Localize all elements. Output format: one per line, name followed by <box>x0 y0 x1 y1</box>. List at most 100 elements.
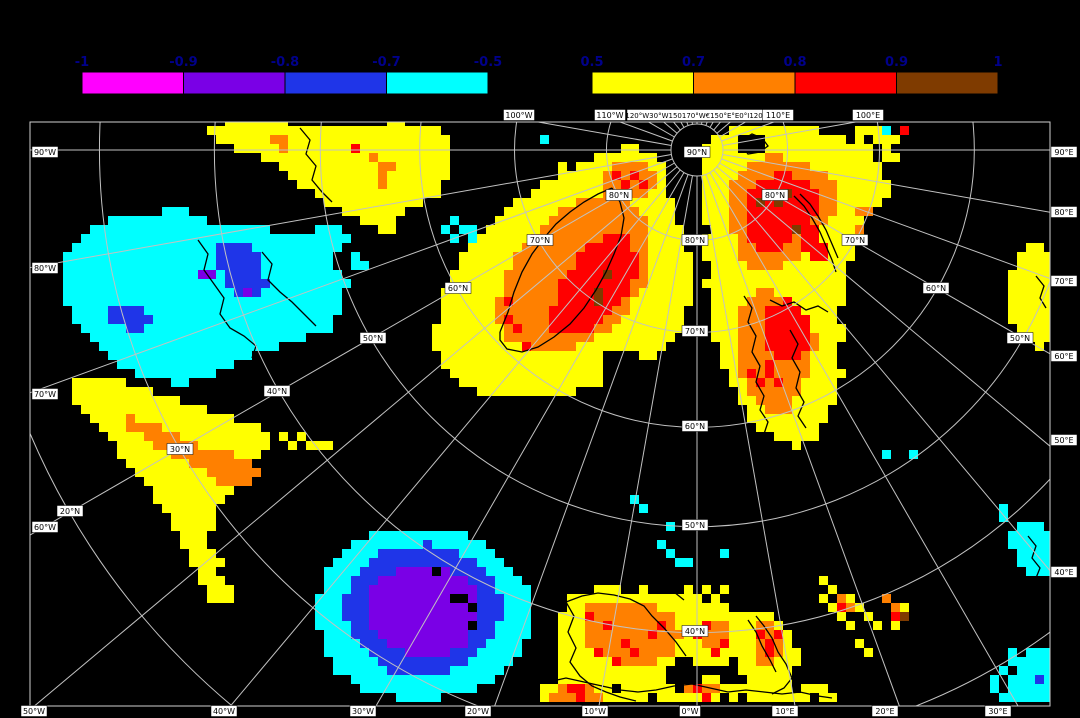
grid-label-text: 20°W <box>467 707 489 716</box>
grid-label: 30°W <box>349 705 377 717</box>
meridian-50E <box>716 166 1050 447</box>
grid-label-text: 80°N <box>765 191 785 200</box>
grid-label: 30°N <box>166 443 194 455</box>
grid-label-box <box>581 705 609 717</box>
grid-label: 80°N <box>761 189 789 201</box>
grid-label-text: 10°W <box>584 707 606 716</box>
coastline-ural-coast <box>1035 275 1047 309</box>
coastline-baltic-coast <box>789 329 807 429</box>
positive-colorbar-tick: 1 <box>993 55 1002 70</box>
region-canada-cyan <box>63 207 351 387</box>
region-subtropic-yellow-islets <box>279 432 333 450</box>
negative-colorbar-tick: -0.5 <box>474 55 502 70</box>
grid-label-text: 60°N <box>926 284 946 293</box>
region-ural-yellow <box>1008 243 1050 351</box>
grid-label-text: 70°W <box>34 390 56 399</box>
grid-label: 20°W <box>464 705 492 717</box>
grid-label-text: 120°W30°W150170°W€150°E°E0°I120°E <box>625 112 770 120</box>
positive-colorbar: 0.5 0.7 0.8 0.9 1 <box>580 55 1003 95</box>
grid-label-text: 30°N <box>170 445 190 454</box>
negative-colorbar-tick: -0.8 <box>271 55 299 70</box>
negative-colorbar-segment-blue <box>284 71 387 95</box>
positive-colorbar-tick: 0.8 <box>783 55 806 70</box>
region-iberia-red-cells <box>585 612 666 666</box>
region-iberia-orange <box>585 603 684 666</box>
grid-label: 80°N <box>681 234 709 246</box>
coastline-baffin-coast <box>299 127 333 203</box>
grid-label-box <box>503 109 535 121</box>
region-canada-cyan-islets <box>261 252 369 333</box>
grid-label: 110°W <box>594 109 626 121</box>
meridian-30E <box>709 172 1019 706</box>
negative-colorbar-tick: -0.7 <box>372 55 400 70</box>
grid-label-box <box>681 625 709 637</box>
grid-label-text: 80°N <box>609 191 629 200</box>
meridian-40E <box>713 169 1050 572</box>
region-eastmed-orange-cells <box>837 594 900 612</box>
coastline-kola-coast <box>769 299 829 313</box>
grid-label-text: 100°W <box>505 111 532 120</box>
grid-label-text: 30°E <box>988 707 1007 716</box>
grid-label-box <box>681 234 709 246</box>
coastline-hudson-bay-west <box>261 251 317 327</box>
grid-label-text: 110°W <box>596 111 623 120</box>
region-azores-purple <box>369 567 477 657</box>
grid-label: 50°N <box>359 332 387 344</box>
grid-label-box <box>681 325 709 337</box>
region-southeast-cyan-cells <box>990 648 1026 702</box>
grid-label: 40°E <box>1050 566 1078 578</box>
grid-label-box <box>761 189 789 201</box>
grid-label: 90°N <box>683 146 711 158</box>
grid-label-box <box>922 282 950 294</box>
grid-label: 10°W <box>581 705 609 717</box>
region-franz-josef-glyphs <box>864 135 909 171</box>
grid-label-text: 60°N <box>685 422 705 431</box>
meridian-40W <box>229 169 681 706</box>
grid-label-text: 60°W <box>34 523 56 532</box>
meridian-70W <box>30 158 673 394</box>
grid-label-box <box>605 189 633 201</box>
grid-label-text: 10°E <box>775 707 794 716</box>
region-canada-blue-1 <box>216 243 270 297</box>
grid-label: 120°W30°W150170°W€150°E°E0°I120°E <box>625 109 771 121</box>
grid-label-text: 20°N <box>60 507 80 516</box>
grid-label: 50°N <box>681 519 709 531</box>
region-greenland-red <box>549 234 639 333</box>
grid-label-text: 70°N <box>845 236 865 245</box>
positive-colorbar-segment-brown <box>896 71 999 95</box>
grid-label-box <box>984 705 1012 717</box>
negative-colorbar-segment-cyan <box>386 71 489 95</box>
grid-label-text: 80°E <box>1054 208 1073 217</box>
region-hudson-red <box>351 144 360 153</box>
grid-label: 60°N <box>444 282 472 294</box>
grid-label-box <box>31 521 59 533</box>
meridian-70E <box>721 158 1050 280</box>
grid-label-box <box>1050 434 1078 446</box>
negative-colorbar: -1 -0.9 -0.8 -0.7 -0.5 <box>75 55 502 95</box>
region-canada-blue-2 <box>108 306 153 333</box>
grid-label-text: 40°N <box>267 387 287 396</box>
grid-label-text: 0°W <box>682 707 699 716</box>
grid-label-text: 90°N <box>687 148 707 157</box>
grid-label-text: 90°W <box>34 148 56 157</box>
grid-label: 50°N <box>1006 332 1034 344</box>
grid-label-box <box>166 443 194 455</box>
grid-label-text: 80°N <box>685 236 705 245</box>
grid-label: 10°E <box>771 705 799 717</box>
coastline-iberia-north-coast <box>565 592 687 657</box>
grid-label-text: 40°N <box>685 627 705 636</box>
grid-label-box <box>852 109 884 121</box>
grid-label-box <box>210 705 238 717</box>
grid-label-text: 40°E <box>1054 568 1073 577</box>
grid-label-text: 50°N <box>685 521 705 530</box>
grid-label-box <box>594 109 626 121</box>
grid-label-box <box>31 388 59 400</box>
positive-colorbar-tick: 0.9 <box>885 55 908 70</box>
grid-label: 50°E <box>1050 434 1078 446</box>
grid-label-text: 50°N <box>1010 334 1030 343</box>
grid-label-box <box>20 705 48 717</box>
positive-colorbar-tick: 0.5 <box>580 55 603 70</box>
grid-label: 70°W <box>31 388 59 400</box>
